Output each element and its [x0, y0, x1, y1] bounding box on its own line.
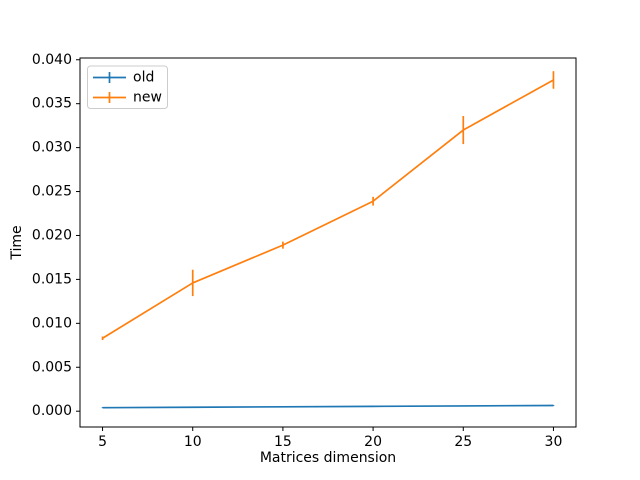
series-layer	[101, 71, 555, 409]
plot-area	[79, 57, 577, 428]
y-tick-label: 0.040	[32, 52, 72, 68]
x-tick-label: 20	[364, 434, 382, 450]
y-tick-label: 0.035	[32, 96, 72, 112]
x-axis-label: Matrices dimension	[260, 450, 396, 466]
x-tick-label: 10	[184, 434, 202, 450]
legend-label-new: new	[133, 90, 162, 106]
y-tick-label: 0.030	[32, 140, 72, 156]
series-line-new	[102, 79, 554, 339]
y-tick-label: 0.020	[32, 227, 72, 243]
legend: old new	[87, 65, 168, 109]
x-tick-label: 5	[98, 434, 107, 450]
y-axis-label: Time	[9, 225, 25, 260]
y-tick-label: 0.025	[32, 184, 72, 200]
y-tick-label: 0.010	[32, 315, 72, 331]
axes-spines	[79, 57, 577, 428]
x-tick-label: 30	[545, 434, 563, 450]
x-tick-label: 25	[454, 434, 472, 450]
x-tick-label: 15	[274, 434, 292, 450]
y-tick-label: 0.000	[32, 403, 72, 419]
y-tick-label: 0.005	[32, 359, 72, 375]
axis-labels: Matrices dimension Time	[9, 225, 396, 466]
legend-label-old: old	[133, 70, 154, 86]
y-tick-label: 0.015	[32, 271, 72, 287]
ticks-layer: 5 10 15 20 25 30 0.000 0.005 0.010 0.015 0.020 0.02…	[32, 52, 562, 450]
series-line-old	[102, 404, 554, 409]
